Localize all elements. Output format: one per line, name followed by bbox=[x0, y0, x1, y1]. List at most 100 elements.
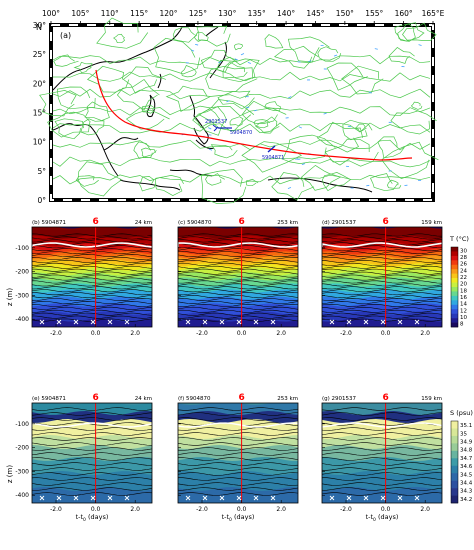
x-tick-label: 0.0 bbox=[91, 506, 101, 513]
ssh-contour bbox=[246, 178, 259, 187]
float-label-5904870: 5904870 bbox=[230, 130, 252, 136]
section-panel: 6 (d) 2901537 159 km -2.0 0.0 2.0 bbox=[321, 217, 443, 337]
ssh-contour bbox=[141, 147, 156, 158]
temp-contour bbox=[322, 309, 442, 313]
colorbar-label: 34.5 bbox=[460, 472, 473, 478]
profile-marker bbox=[73, 495, 79, 501]
profile-marker bbox=[397, 319, 403, 325]
profile-marker bbox=[253, 319, 259, 325]
colorbar-title: T (°C) bbox=[449, 235, 469, 243]
salinity-contour bbox=[322, 432, 442, 436]
salinity-contour bbox=[322, 477, 442, 481]
colorbar-cell bbox=[451, 458, 458, 467]
colorbar-cell bbox=[451, 300, 458, 306]
mixed-layer-depth bbox=[178, 422, 298, 428]
salinity-contour bbox=[322, 482, 442, 486]
colorbar-label: 34.8 bbox=[460, 448, 473, 454]
lon-ticks: 100° 105° 110° 115° 120° 125° 130° 135° 140° 145°… bbox=[42, 9, 445, 25]
temp-contour bbox=[322, 289, 442, 293]
salinity-contour bbox=[322, 442, 442, 446]
profile-marker bbox=[253, 495, 259, 501]
temp-contour bbox=[178, 262, 298, 266]
temp-contour bbox=[178, 301, 298, 304]
colorbar-frame bbox=[450, 420, 459, 504]
profile-marker bbox=[329, 319, 335, 325]
panel-frame bbox=[177, 402, 299, 504]
salinity-band bbox=[178, 487, 298, 503]
colorbar-label: 34.7 bbox=[460, 456, 473, 462]
section-panel: 6 (c) 5904870 253 km -2.0 0.0 2.0 bbox=[177, 217, 299, 337]
salinity-contour bbox=[32, 432, 152, 436]
colorbar-cell bbox=[451, 450, 458, 459]
panel-distance: 253 km bbox=[277, 220, 298, 226]
colorbar-cell bbox=[451, 304, 458, 310]
salinity-contour bbox=[322, 437, 442, 441]
y-tick-label: -300 bbox=[15, 292, 29, 299]
temp-contour bbox=[32, 298, 152, 301]
salinity-contour bbox=[178, 437, 298, 441]
negative-contour bbox=[418, 44, 422, 46]
salinity-contour bbox=[178, 487, 298, 491]
temp-contour bbox=[178, 309, 298, 313]
salinity-contour bbox=[32, 487, 152, 491]
map-area bbox=[53, 27, 431, 198]
salinity-contour bbox=[32, 457, 152, 461]
salinity-contour bbox=[322, 417, 442, 421]
float-label-5904871: 5904871 bbox=[262, 155, 284, 161]
negative-contour bbox=[288, 96, 292, 99]
temp-contour bbox=[178, 245, 298, 249]
colorbar-cell bbox=[451, 495, 458, 504]
temp-contour bbox=[178, 271, 298, 275]
salinity-band bbox=[32, 487, 152, 503]
ssh-contour bbox=[80, 118, 105, 136]
ssh-contour bbox=[75, 175, 99, 187]
profile-marker bbox=[39, 495, 45, 501]
temp-contour bbox=[178, 265, 298, 269]
colorbar-cell bbox=[451, 309, 458, 314]
salinity-contour bbox=[178, 472, 298, 476]
typhoon-track bbox=[95, 69, 413, 161]
salinity-contour bbox=[32, 482, 152, 486]
ylabel-top: z (m) bbox=[6, 288, 14, 306]
temp-contour bbox=[178, 248, 298, 252]
salinity-contour bbox=[178, 457, 298, 461]
temp-contour bbox=[32, 292, 152, 296]
colorbar-title: S (psu) bbox=[450, 409, 473, 417]
panel-distance: 159 km bbox=[421, 220, 442, 226]
salinity-contour bbox=[32, 442, 152, 446]
temp-contour bbox=[178, 259, 298, 263]
salinity-contour bbox=[178, 427, 298, 431]
ssh-contour bbox=[229, 116, 244, 127]
temp-contour bbox=[32, 251, 152, 255]
negative-contour bbox=[208, 148, 213, 151]
ssh-contour bbox=[52, 88, 431, 100]
typhoon-symbol-icon: 6 bbox=[382, 393, 388, 403]
x-tick-label: 2.0 bbox=[420, 330, 430, 337]
colorbar-label: 24 bbox=[460, 268, 467, 274]
temp-contour bbox=[32, 259, 152, 263]
coastline bbox=[119, 179, 181, 191]
salinity-contour bbox=[178, 477, 298, 481]
ssh-contour bbox=[52, 55, 431, 66]
profile-marker bbox=[202, 319, 208, 325]
colorbar-label: 12 bbox=[460, 308, 467, 314]
ssh-contour bbox=[264, 34, 284, 49]
temp-contour bbox=[322, 274, 442, 278]
ssh-contour bbox=[377, 136, 405, 159]
ssh-contour bbox=[241, 141, 302, 173]
profile-marker bbox=[380, 495, 386, 501]
negative-contour bbox=[226, 100, 230, 103]
colorbar-cell bbox=[451, 260, 458, 266]
salinity-contour bbox=[32, 427, 152, 431]
ssh-contour bbox=[341, 65, 384, 95]
salinity-contour bbox=[32, 412, 152, 416]
map-panel: (a) 100° 105° 110° 115° 120° 125° 130° 135° 140°… bbox=[33, 9, 445, 205]
colorbar-cell bbox=[451, 269, 458, 274]
salinity-contour bbox=[32, 477, 152, 481]
ssh-contour bbox=[388, 47, 415, 64]
coastline bbox=[209, 41, 227, 79]
lat-tick-label: 30° bbox=[33, 21, 47, 30]
y-tick-label: -200 bbox=[15, 445, 29, 452]
colorbar-label: 34.4 bbox=[460, 481, 473, 487]
